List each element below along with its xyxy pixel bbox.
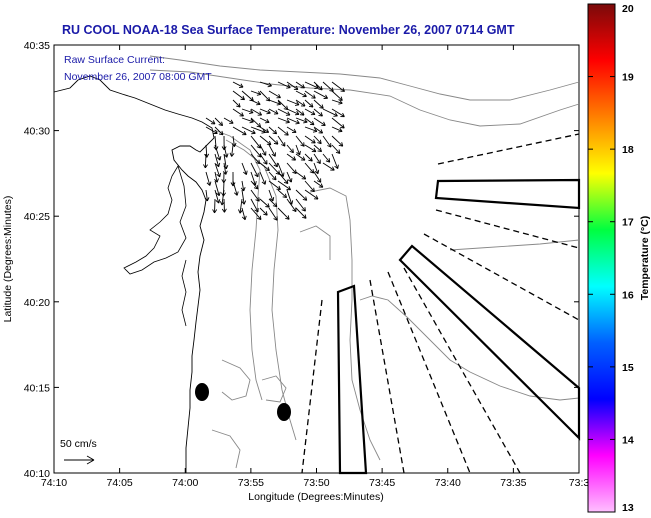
x-tick-label: 73:50 [303, 477, 329, 489]
coastline [53, 75, 215, 473]
y-tick-label: 40:25 [24, 211, 50, 223]
map-frame [53, 44, 580, 474]
current-label-2: November 26, 2007 08:00 GMT [64, 71, 212, 83]
colorbar-tick-label: 14 [622, 434, 634, 446]
polygons [336, 178, 581, 475]
colorbar-tick-label: 19 [622, 72, 634, 84]
scale-arrow [64, 455, 95, 465]
bathymetry-contours [149, 55, 580, 469]
mooring-dot-1 [195, 383, 209, 401]
colorbar-label: Temperature (°C) [639, 216, 651, 301]
y-tick-label: 40:30 [24, 126, 50, 138]
x-tick-label: 74:10 [41, 477, 67, 489]
x-axis: 74:10 74:05 74:00 73:55 73:50 73:45 73:40 73:35… [41, 45, 590, 489]
polygon-northeast [434, 178, 581, 210]
colorbar-tick-label: 16 [622, 289, 634, 301]
polygon-south [336, 284, 368, 475]
colorbar-tick-label: 13 [622, 502, 634, 514]
x-tick-label: 74:00 [172, 477, 198, 489]
colorbar-ticks: 20 19 18 17 16 15 14 13 [588, 3, 634, 514]
x-tick-label: 73:55 [238, 477, 264, 489]
colorbar-tick-label: 15 [622, 362, 634, 374]
map-panel: 50 cm/s Raw Surface Current: November 26… [53, 44, 581, 475]
x-axis-label: Longitude (Degrees:Minutes) [248, 491, 383, 503]
x-tick-label: 73:35 [500, 477, 526, 489]
y-tick-label: 40:15 [24, 382, 50, 394]
chart-title: RU COOL NOAA-18 Sea Surface Temperature:… [62, 23, 515, 37]
y-axis-label: Latitude (Degrees:Minutes) [2, 196, 14, 323]
mooring-dot-2 [277, 403, 291, 421]
current-label-1: Raw Surface Current: [64, 54, 165, 66]
x-tick-label: 73:45 [369, 477, 395, 489]
x-tick-label: 73:40 [435, 477, 461, 489]
polygon-diagonal [398, 244, 581, 441]
y-tick-label: 40:20 [24, 297, 50, 309]
scale-label: 50 cm/s [60, 438, 97, 450]
y-axis: 40:35 40:30 40:25 40:20 40:15 40:10 [24, 40, 579, 480]
current-vectors [203, 81, 345, 221]
colorbar-tick-label: 20 [622, 3, 634, 15]
colorbar-tick-label: 18 [622, 144, 634, 156]
colorbar-tick-label: 17 [622, 217, 634, 229]
inner-shoreline [181, 259, 187, 327]
survey-lines [301, 133, 580, 474]
colorbar [587, 3, 616, 513]
y-tick-label: 40:10 [24, 468, 50, 480]
y-tick-label: 40:35 [24, 40, 50, 52]
bay-outline [123, 165, 187, 275]
x-tick-label: 74:05 [106, 477, 132, 489]
x-tick-label: 73:3 [569, 477, 590, 489]
